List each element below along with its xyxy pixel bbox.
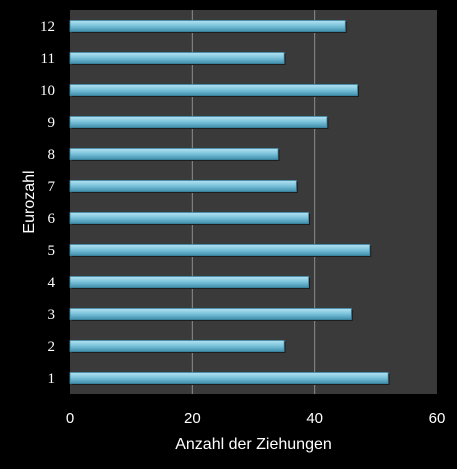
bar-11 bbox=[69, 52, 285, 64]
bar-3 bbox=[69, 308, 352, 320]
bars bbox=[69, 20, 390, 385]
y-tick-label: 12 bbox=[40, 19, 55, 35]
x-tick-label: 20 bbox=[184, 410, 201, 427]
y-tick-label: 9 bbox=[48, 115, 56, 131]
x-axis-title: Anzahl der Ziehungen bbox=[175, 436, 332, 453]
bar-1 bbox=[69, 372, 389, 384]
bar-8 bbox=[69, 148, 279, 160]
y-tick-label: 1 bbox=[48, 371, 56, 387]
x-tick-label: 60 bbox=[429, 410, 446, 427]
y-tick-label: 4 bbox=[48, 275, 56, 291]
x-tick-label: 40 bbox=[306, 410, 323, 427]
bar-6 bbox=[69, 212, 309, 224]
y-axis-title: Eurozahl bbox=[21, 170, 38, 233]
bar-4 bbox=[69, 276, 309, 288]
bar-10 bbox=[69, 84, 358, 96]
y-tick-label: 3 bbox=[48, 307, 56, 323]
y-tick-label: 5 bbox=[48, 243, 56, 259]
bar-2 bbox=[69, 340, 285, 352]
bar-9 bbox=[69, 116, 328, 128]
y-tick-label: 8 bbox=[48, 147, 56, 163]
y-tick-label: 10 bbox=[40, 83, 55, 99]
x-axis-tick-labels: 0 20 40 60 bbox=[66, 410, 446, 427]
gridlines bbox=[191, 10, 316, 394]
x-tick-label: 0 bbox=[66, 410, 74, 427]
y-tick-label: 2 bbox=[48, 339, 56, 355]
plot-area bbox=[70, 10, 437, 394]
y-tick-label: 6 bbox=[48, 211, 56, 227]
bar-12 bbox=[69, 20, 346, 32]
bar-5 bbox=[69, 244, 371, 256]
y-tick-label: 7 bbox=[48, 179, 56, 195]
bar-7 bbox=[69, 180, 297, 192]
y-tick-label: 11 bbox=[41, 51, 55, 67]
